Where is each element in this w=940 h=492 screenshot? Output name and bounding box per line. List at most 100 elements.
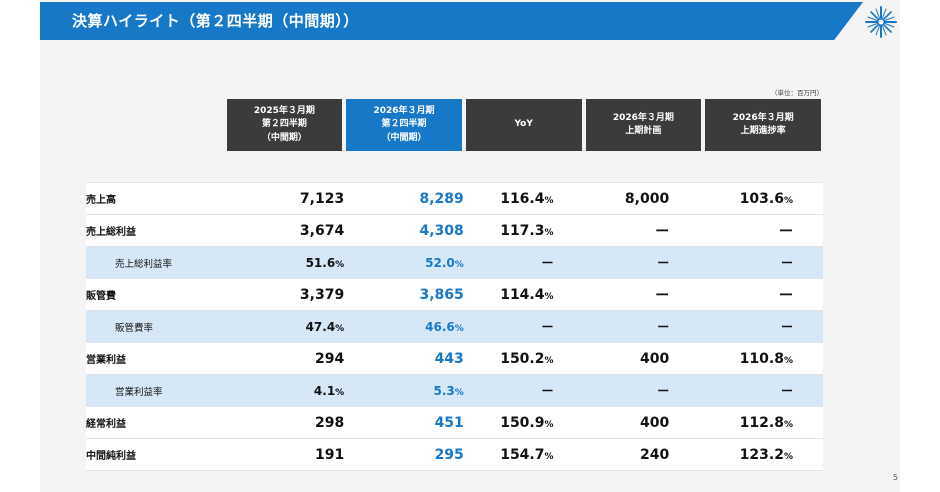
- table-cell: 294: [224, 343, 345, 375]
- cell-value: 47.4: [305, 319, 336, 334]
- cell-value: 3,379: [299, 286, 345, 303]
- cell-value: 7,123: [299, 190, 345, 207]
- cell-value: 8,289: [419, 190, 464, 207]
- table-cell: 114.4%: [463, 279, 584, 311]
- table-cell: 123.2%: [703, 439, 823, 471]
- table-cell: 3,865: [344, 279, 464, 311]
- table-cell: 240: [583, 439, 704, 471]
- cell-value: 295: [434, 446, 464, 463]
- table-corner: [86, 99, 225, 151]
- table-cell: 400: [583, 343, 704, 375]
- cell-value: 117.3: [500, 222, 545, 239]
- cell-value: 191: [314, 446, 345, 463]
- column-header-line: 2026年３月期: [612, 112, 674, 123]
- cell-value: 123.2: [739, 446, 784, 463]
- cell-value: 4.1: [313, 383, 336, 398]
- cell-value: 8,000: [624, 190, 670, 207]
- table-cell: 112.8%: [703, 407, 823, 439]
- cell-value: 3,865: [419, 286, 464, 303]
- cell-value: 103.6: [739, 190, 784, 207]
- cell-value: 46.6: [425, 319, 455, 334]
- cell-value: 294: [314, 350, 345, 367]
- table-cell: 47.4%: [224, 311, 345, 343]
- cell-value: 116.4: [500, 190, 545, 207]
- table-row: 販管費 3,379 3,865 114.4% ーー: [86, 279, 823, 311]
- table-row: 中間純利益 191 295 154.7% 240 123.2%: [86, 439, 823, 471]
- cell-value: ー: [655, 287, 670, 304]
- table-row: 販管費率 47.4% 46.6% ーーー: [86, 311, 823, 343]
- table-cell: 110.8%: [703, 343, 823, 375]
- table-cell: 3,379: [224, 279, 345, 311]
- cell-value: 240: [639, 446, 670, 463]
- cell-value: 154.7: [500, 446, 545, 463]
- table-row: 経常利益 298 451 150.9% 400 112.8%: [86, 407, 823, 439]
- cell-value: 110.8: [739, 350, 784, 367]
- table-cell: ー: [583, 375, 704, 407]
- table-cell: 8,000: [583, 183, 704, 215]
- cell-value: 112.8: [739, 414, 784, 431]
- header-bar: [40, 2, 863, 40]
- row-label: 売上高: [86, 183, 225, 215]
- cell-value: ー: [655, 223, 670, 240]
- table-row: 営業利益 294 443 150.2% 400 110.8%: [86, 343, 823, 375]
- table-row: 売上総利益 3,674 4,308 117.3% ーー: [86, 215, 823, 247]
- cell-unit: %: [783, 451, 793, 462]
- page-number: 5: [892, 473, 898, 482]
- table-cell: 4,308: [344, 215, 464, 247]
- results-table: 2025年３月期 第２四半期 （中間期） 2026年３月期 第２四半期 （中間期…: [86, 99, 823, 471]
- cell-value: ー: [541, 256, 554, 270]
- cell-unit: %: [454, 387, 464, 398]
- cell-value: ー: [780, 384, 793, 398]
- column-header-line: 第２四半期: [381, 119, 427, 130]
- table-cell: ー: [583, 311, 704, 343]
- table-cell: 103.6%: [703, 183, 823, 215]
- table-cell: ー: [463, 375, 584, 407]
- cell-value: ー: [780, 256, 793, 270]
- cell-unit: %: [544, 355, 554, 366]
- cell-unit: %: [544, 451, 554, 462]
- column-header-line: 2025年３月期: [253, 106, 315, 117]
- column-header-line: 上期進捗率: [740, 126, 786, 136]
- table-cell: 191: [224, 439, 345, 471]
- table-cell: 298: [224, 407, 345, 439]
- cell-value: 52.0: [425, 255, 455, 270]
- cell-value: ー: [779, 223, 793, 240]
- table-cell: ー: [703, 311, 823, 343]
- table-cell: 46.6%: [344, 311, 464, 343]
- column-header-line: 2026年３月期: [732, 112, 794, 123]
- cell-unit: %: [335, 387, 345, 398]
- cell-value: 150.2: [500, 350, 545, 367]
- table-cell: 3,674: [224, 215, 345, 247]
- table-cell: ー: [703, 247, 823, 279]
- cell-value: 5.3: [433, 383, 455, 398]
- cell-value: ー: [657, 256, 670, 270]
- row-label: 販管費率: [86, 311, 225, 343]
- table-cell: ー: [583, 279, 704, 311]
- table-cell: ー: [583, 215, 704, 247]
- cell-value: 298: [314, 414, 345, 431]
- column-header-line: 上期計画: [625, 126, 662, 136]
- cell-unit: %: [454, 259, 464, 270]
- column-header: YoY: [464, 99, 584, 151]
- table-row: 営業利益率 4.1% 5.3% ーーー: [86, 375, 823, 407]
- table-cell: ー: [703, 375, 823, 407]
- page-title: 決算ハイライト（第２四半期（中間期））: [72, 12, 359, 30]
- table-body: 売上高 7,123 8,289 116.4% 8,000 103.6% 売上総利益 3,674…: [86, 151, 823, 471]
- cell-value: ー: [541, 384, 554, 398]
- table-row: 売上総利益率 51.6% 52.0% ーーー: [86, 247, 823, 279]
- cell-value: 400: [639, 350, 670, 367]
- cell-unit: %: [544, 195, 554, 206]
- table-cell: 7,123: [224, 183, 345, 215]
- cell-value: ー: [657, 384, 670, 398]
- cell-value: 4,308: [419, 222, 464, 239]
- row-label: 営業利益率: [86, 375, 225, 407]
- column-header-line: （中間期）: [261, 132, 307, 143]
- table-cell: 51.6%: [224, 247, 345, 279]
- table-row: 売上高 7,123 8,289 116.4% 8,000 103.6%: [86, 183, 823, 215]
- column-header: 2026年３月期 上期進捗率: [703, 99, 823, 151]
- cell-unit: %: [544, 227, 554, 238]
- cell-value: 51.6: [305, 255, 336, 270]
- table-cell: ー: [703, 215, 823, 247]
- row-label: 中間純利益: [86, 439, 225, 471]
- table-cell: 4.1%: [224, 375, 345, 407]
